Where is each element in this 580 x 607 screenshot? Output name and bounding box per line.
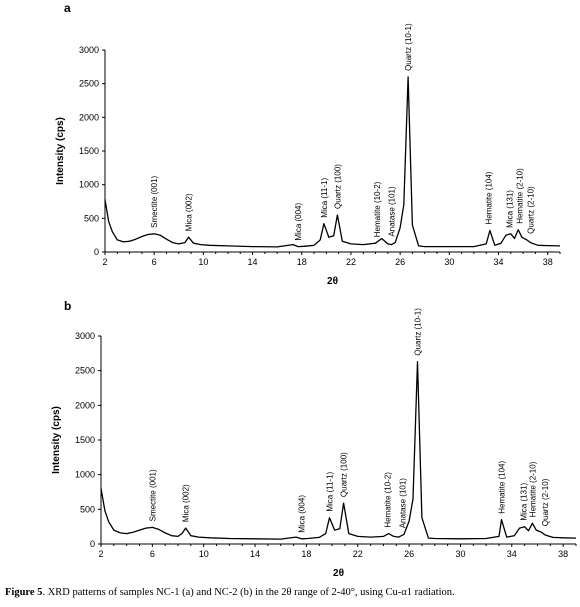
chart-a-peak-label: Hematite (10-2) xyxy=(373,181,382,237)
chart-b-panel-label: b xyxy=(64,299,71,313)
chart-a-peak-label: Quartz (2-10) xyxy=(526,186,535,234)
chart-b-peak-label: Hematite (2-10) xyxy=(528,461,537,517)
chart-a-panel-label: a xyxy=(64,1,71,15)
chart-a-peak-label: Hematite (104) xyxy=(485,171,494,224)
chart-a-y-tick-label: 3000 xyxy=(79,45,99,55)
chart-b-peak-label: Quartz (2-10) xyxy=(541,478,550,526)
chart-b-peak-label: Quartz (100) xyxy=(340,452,349,497)
chart-b-y-axis-title: Intensity (cps) xyxy=(51,406,62,474)
chart-a-peak-label: Quartz (10-1) xyxy=(404,23,413,71)
chart-b-x-tick-label: 6 xyxy=(150,549,155,559)
chart-a-peak-label: Mica (11-1) xyxy=(320,178,329,218)
chart-b-x-tick-label: 10 xyxy=(199,549,209,559)
caption-text: . XRD patterns of samples NC-1 (a) and N… xyxy=(42,587,455,598)
chart-a-peak-label: Mica (131) xyxy=(506,190,515,228)
chart-b-x-tick-label: 2 xyxy=(98,549,103,559)
chart-b-peak-label: Mica (131) xyxy=(519,483,528,521)
chart-b-peak-label: Anatase (101) xyxy=(399,478,408,529)
chart-b-peak-label: Hematite (10-2) xyxy=(383,472,392,528)
chart-a-peak-label: Anatase (101) xyxy=(388,186,397,237)
chart-b-y-tick-label: 2500 xyxy=(75,366,95,376)
chart-b-peak-label: Hematite (104) xyxy=(498,460,507,513)
chart-b-x-axis-title: 2θ xyxy=(333,568,344,579)
chart-a-y-axis-title: Intensity (cps) xyxy=(55,117,66,185)
chart-b-x-tick-label: 26 xyxy=(404,549,414,559)
chart-b-x-tick-label: 34 xyxy=(507,549,517,559)
chart-a-series-line xyxy=(104,76,561,248)
chart-b-y-tick-label: 0 xyxy=(90,539,95,549)
chart-a-peak-label: Mica (004) xyxy=(294,202,303,240)
chart-a-x-tick-label: 6 xyxy=(152,257,157,267)
chart-b-peak-label: Smectite (001) xyxy=(148,469,157,521)
chart-a-y-tick-label: 500 xyxy=(84,213,99,223)
chart-a-y-tick-label: 1500 xyxy=(79,146,99,156)
chart-b-peak-label: Mica (002) xyxy=(182,484,191,522)
chart-b-y-tick-label: 500 xyxy=(80,504,95,514)
chart-a-x-tick-label: 10 xyxy=(198,257,208,267)
chart-b-y-tick-label: 2000 xyxy=(75,400,95,410)
chart-b-peak-label: Quartz (10-1) xyxy=(413,308,422,356)
chart-a-y-tick-label: 1000 xyxy=(79,180,99,190)
chart-a-x-tick-label: 18 xyxy=(297,257,307,267)
chart-a-x-tick-label: 34 xyxy=(494,257,504,267)
chart-a-peak-label: Smectite (001) xyxy=(150,175,159,227)
figure-caption: Figure 5. XRD patterns of samples NC-1 (… xyxy=(5,586,577,599)
caption-prefix: Figure 5 xyxy=(5,587,43,598)
chart-a-y-tick-label: 0 xyxy=(94,247,99,257)
chart-a-peak-label: Mica (002) xyxy=(185,193,194,231)
chart-b-y-tick-label: 1500 xyxy=(75,435,95,445)
chart-b-x-tick-label: 38 xyxy=(558,549,568,559)
chart-a-x-tick-label: 38 xyxy=(543,257,553,267)
chart-b-x-tick-label: 18 xyxy=(301,549,311,559)
chart-a-x-axis-title: 2θ xyxy=(327,276,338,287)
chart-b-series-line xyxy=(100,361,577,540)
chart-a-x-tick-label: 22 xyxy=(346,257,356,267)
chart-a-x-tick-label: 26 xyxy=(395,257,405,267)
chart-a-peak-label: Hematite (2-10) xyxy=(515,168,524,224)
chart-b-x-tick-label: 22 xyxy=(353,549,363,559)
chart-a-x-tick-label: 14 xyxy=(248,257,258,267)
chart-a-peak-label: Quartz (100) xyxy=(333,164,342,209)
chart-a-x-tick-label: 2 xyxy=(102,257,107,267)
chart-a-x-tick-label: 30 xyxy=(444,257,454,267)
chart-b-x-tick-label: 30 xyxy=(455,549,465,559)
chart-b-x-tick-label: 14 xyxy=(250,549,260,559)
chart-b-peak-label: Mica (11-1) xyxy=(326,471,335,511)
chart-a-y-tick-label: 2500 xyxy=(79,79,99,89)
chart-b-peak-label: Mica (004) xyxy=(297,495,306,533)
chart-a-y-tick-label: 2000 xyxy=(79,112,99,122)
chart-b-y-tick-label: 1000 xyxy=(75,470,95,480)
chart-b-y-tick-label: 3000 xyxy=(75,331,95,341)
